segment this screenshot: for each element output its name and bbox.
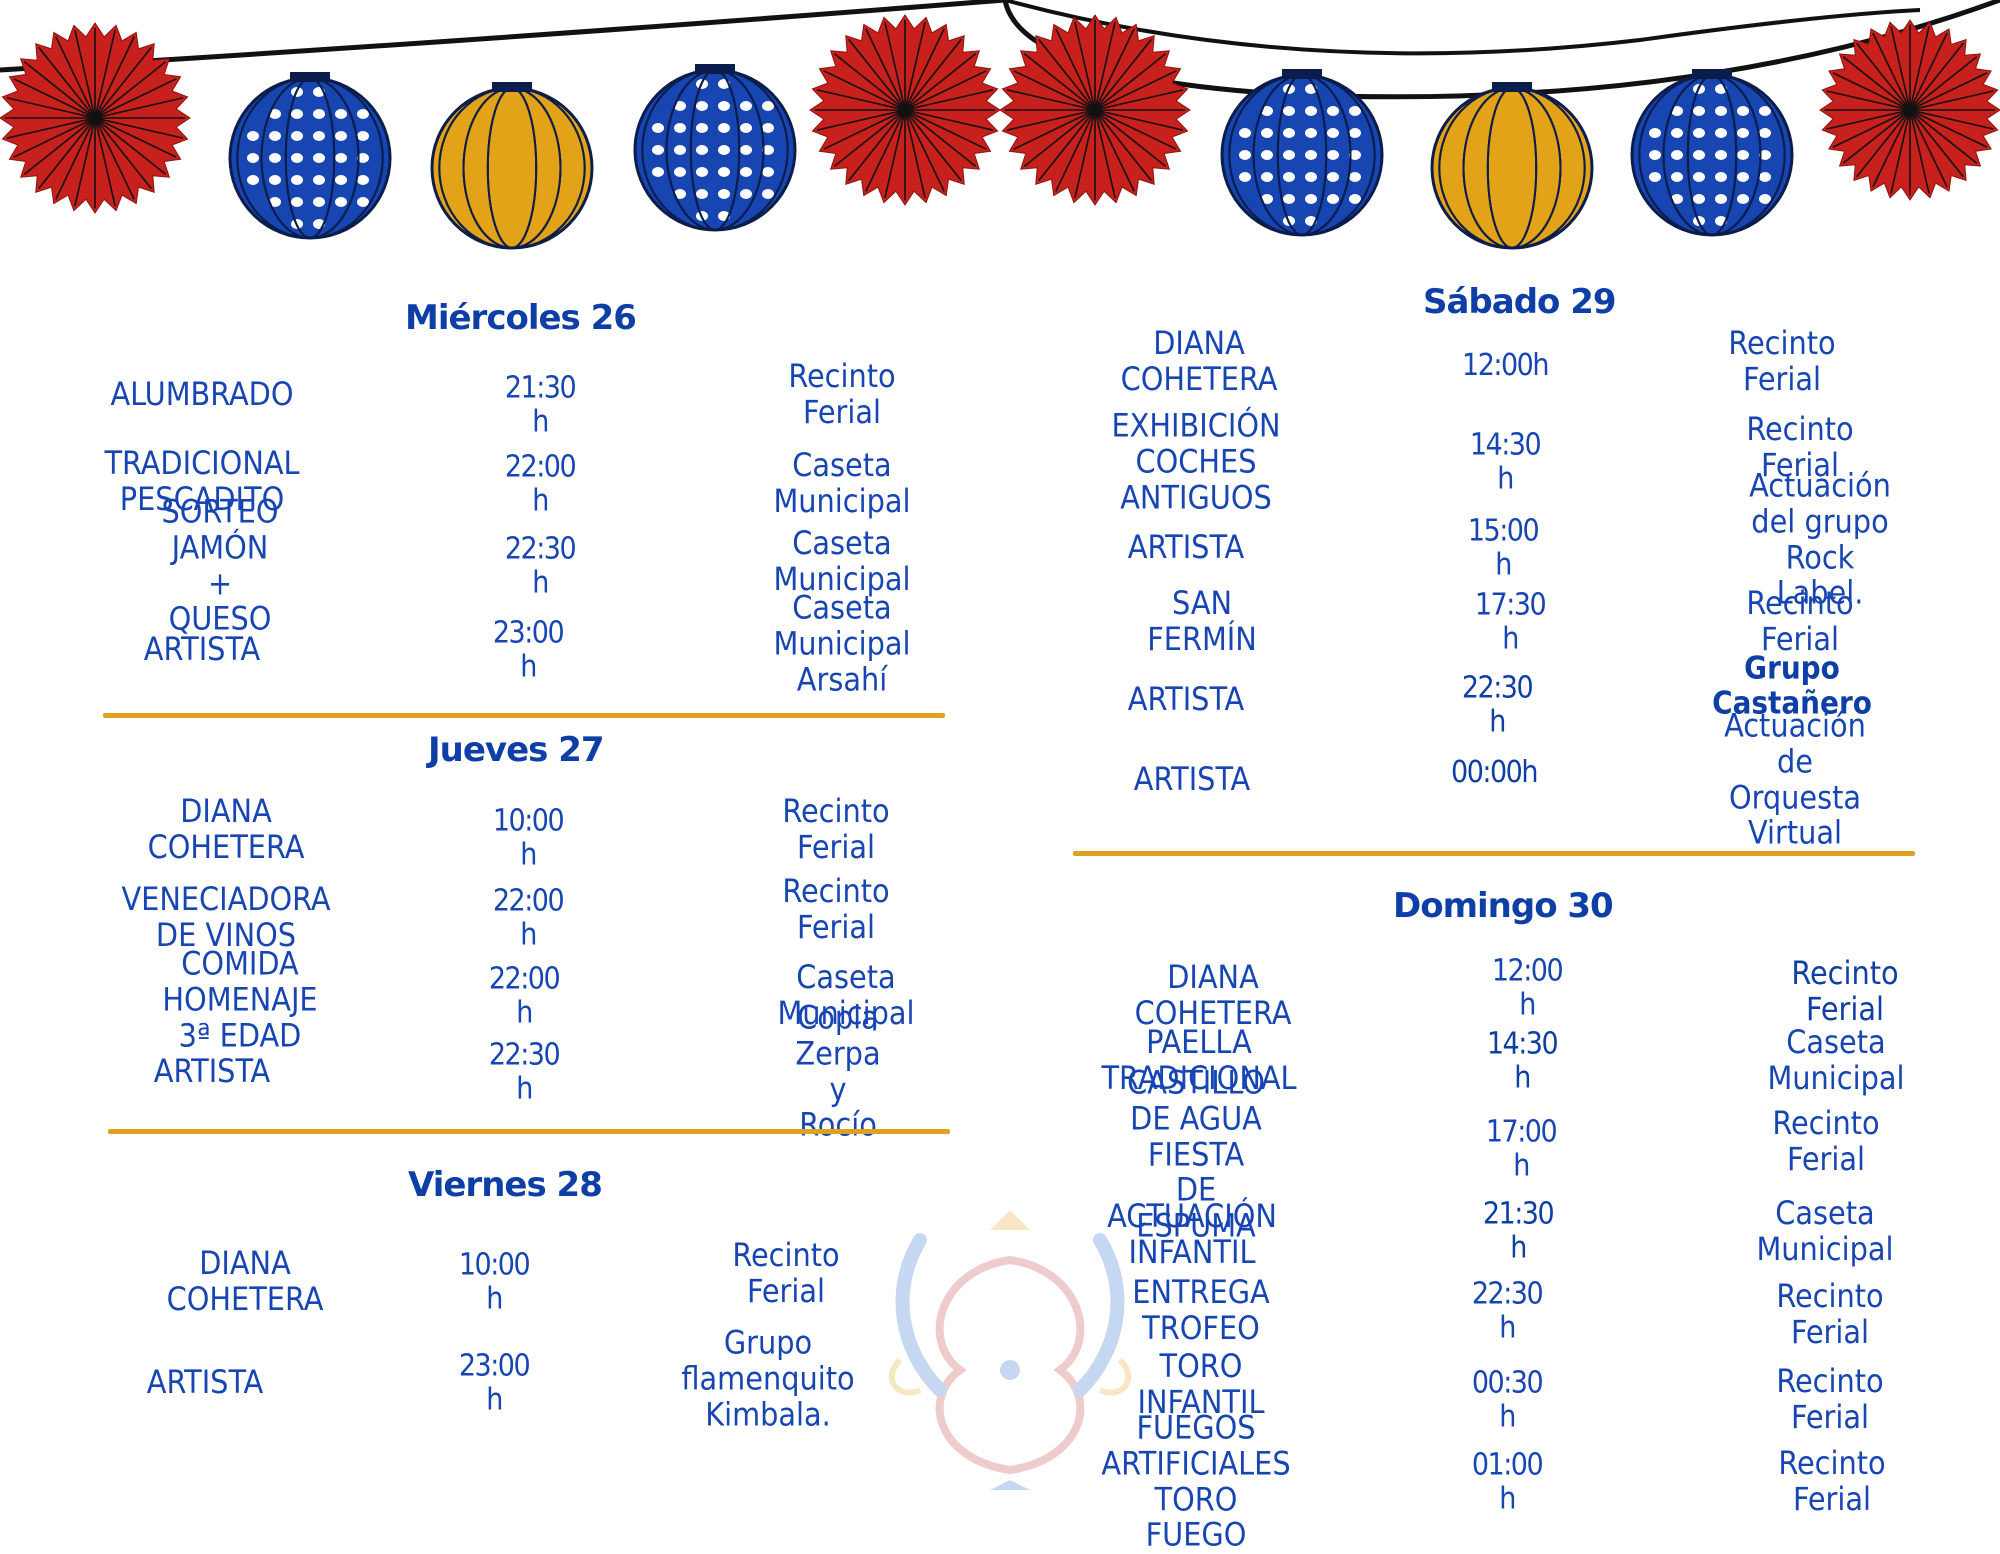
event-activity: FUEGOS ARTIFICIALES TORO FUEGO xyxy=(1101,1408,1291,1554)
event-time: 23:00 h xyxy=(492,615,565,684)
event-time: 21:30 h xyxy=(504,370,577,439)
section-separator xyxy=(1073,851,1915,856)
event-activity: ARTISTA xyxy=(153,1052,271,1091)
event-time: 14:30 h xyxy=(1469,427,1542,496)
lantern-garland-icon xyxy=(0,0,2000,250)
event-time: 12:00h xyxy=(1462,348,1549,384)
event-activity: DIANA COHETERA xyxy=(166,1244,324,1318)
event-place: Actuación del grupo Rock Label. xyxy=(1749,466,1891,612)
day-title-jueves: Jueves 27 xyxy=(428,730,605,770)
event-place: Recinto Ferial xyxy=(1746,410,1854,484)
event-place: Caseta Municipal xyxy=(777,958,915,1032)
event-activity: TORO INFANTIL xyxy=(1137,1347,1265,1421)
section-separator xyxy=(103,713,945,718)
event-activity: DIANA COHETERA xyxy=(1120,324,1278,398)
event-place: Recinto Ferial xyxy=(1776,1277,1884,1351)
event-place: Recinto Ferial xyxy=(1778,1444,1886,1518)
event-activity: ARTISTA xyxy=(1127,528,1245,567)
event-place: Recinto Ferial xyxy=(782,792,890,866)
event-place: Grupo Castañero xyxy=(1712,650,1872,721)
day-title-miercoles: Miércoles 26 xyxy=(405,298,637,338)
event-time: 22:00 h xyxy=(492,883,565,952)
event-activity: ARTISTA xyxy=(1127,680,1245,719)
event-place: Recinto Ferial xyxy=(1746,584,1854,658)
event-activity: EXHIBICIÓN COCHES ANTIGUOS xyxy=(1111,406,1281,516)
event-activity: ENTREGA TROFEO xyxy=(1132,1273,1270,1347)
event-place: Recinto Ferial xyxy=(788,357,896,431)
event-time: 15:00 h xyxy=(1467,513,1540,582)
event-time: 14:30 h xyxy=(1486,1026,1559,1095)
day-title-domingo: Domingo 30 xyxy=(1393,886,1614,926)
event-place: Recinto Ferial xyxy=(1728,324,1836,398)
event-time: 22:30 h xyxy=(504,531,577,600)
event-activity: ARTISTA xyxy=(1133,760,1251,799)
event-time: 01:00 h xyxy=(1471,1447,1544,1516)
event-activity: ARTISTA xyxy=(143,630,261,669)
day-title-sabado: Sábado 29 xyxy=(1423,282,1617,322)
event-place: Caseta Municipal xyxy=(773,524,911,598)
event-activity: COMIDA HOMENAJE 3ª EDAD xyxy=(162,944,318,1054)
event-time: 10:00 h xyxy=(492,803,565,872)
paper-fan-lantern-icon xyxy=(1819,19,2000,201)
event-time: 00:30 h xyxy=(1471,1365,1544,1434)
event-activity: SORTEO JAMÓN + QUESO xyxy=(161,492,279,638)
event-place: Recinto Ferial xyxy=(782,872,890,946)
event-place: Caseta Municipal xyxy=(1767,1023,1905,1097)
event-place: Recinto Ferial xyxy=(732,1236,840,1310)
event-time: 22:30 h xyxy=(1471,1276,1544,1345)
event-place: Caseta Municipal xyxy=(1756,1194,1894,1268)
event-time: 21:30 h xyxy=(1482,1196,1555,1265)
event-activity: VENECIADORA DE VINOS xyxy=(121,880,331,954)
event-activity: ACTUACIÓN INFANTIL xyxy=(1107,1197,1277,1271)
paper-fan-lantern-icon xyxy=(809,14,1001,206)
event-time: 22:00 h xyxy=(488,961,561,1030)
event-time: 17:00 h xyxy=(1485,1114,1558,1183)
section-separator xyxy=(108,1129,950,1134)
floral-ornament-icon xyxy=(888,1210,1132,1490)
paper-ball-lantern-icon xyxy=(430,82,594,250)
event-place: Caseta Municipal xyxy=(773,446,911,520)
event-time: 22:00 h xyxy=(504,449,577,518)
paper-fan-lantern-icon xyxy=(0,22,191,214)
event-time: 22:30 h xyxy=(1461,670,1534,739)
event-place: Caseta Municipal Arsahí xyxy=(773,588,911,698)
event-place: Recinto Ferial xyxy=(1791,954,1899,1028)
event-activity: CASTILLO DE AGUA FIESTA DE ESPUMA xyxy=(1127,1063,1265,1245)
event-activity: PAELLA TRADICIONAL xyxy=(1101,1023,1297,1097)
event-time: 17:30 h xyxy=(1474,587,1547,656)
event-activity: DIANA COHETERA xyxy=(1134,958,1292,1032)
paper-fan-lantern-icon xyxy=(999,14,1191,206)
event-activity: ALUMBRADO xyxy=(110,375,294,414)
event-activity: TRADICIONAL PESCADITO xyxy=(104,444,300,518)
event-time: 00:00h xyxy=(1451,755,1538,791)
event-time: 22:30 h xyxy=(488,1037,561,1106)
paper-ball-lantern-icon xyxy=(228,72,392,240)
event-activity: DIANA COHETERA xyxy=(147,792,305,866)
event-time: 12:00 h xyxy=(1491,953,1564,1022)
paper-ball-lantern-icon xyxy=(1220,69,1384,237)
paper-ball-lantern-icon xyxy=(1430,82,1594,250)
event-activity: ARTISTA xyxy=(146,1363,264,1402)
event-place: Actuación de Orquesta Virtual xyxy=(1724,706,1866,852)
paper-ball-lantern-icon xyxy=(633,64,797,232)
event-activity: SAN FERMÍN xyxy=(1147,584,1257,658)
event-place: Copla Zerpa y Rocío xyxy=(795,998,881,1144)
event-place: Recinto Ferial xyxy=(1772,1104,1880,1178)
event-place: Recinto Ferial xyxy=(1776,1362,1884,1436)
day-title-viernes: Viernes 28 xyxy=(408,1165,603,1205)
event-place: Grupo flamenquito Kimbala. xyxy=(681,1323,855,1433)
event-time: 23:00 h xyxy=(458,1348,531,1417)
event-time: 10:00 h xyxy=(458,1247,531,1316)
paper-ball-lantern-icon xyxy=(1630,69,1794,237)
